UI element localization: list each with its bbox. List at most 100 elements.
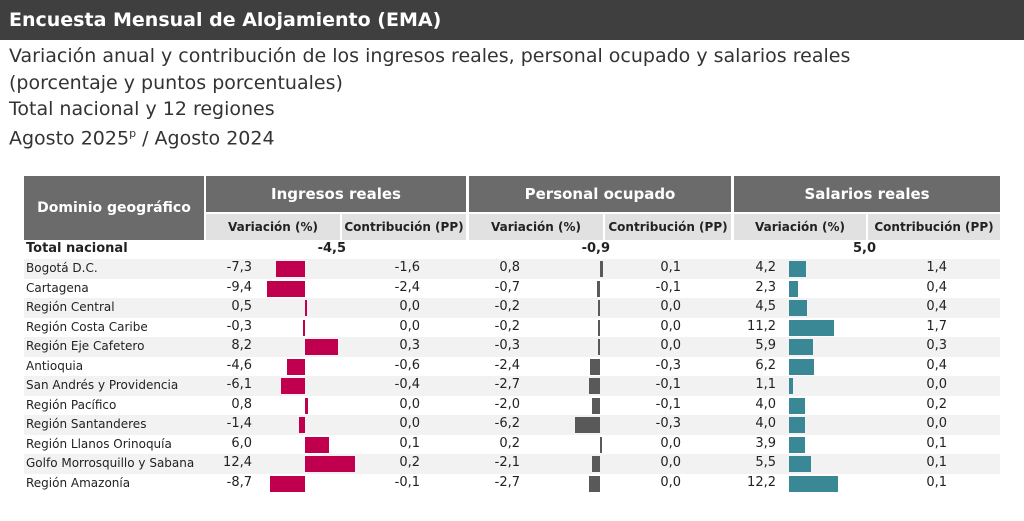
subtitle-period: Agosto 2025p / Agosto 2024: [9, 127, 275, 149]
salarios-variacion-value: 5,9: [755, 338, 776, 353]
personal-variacion-bar: [598, 339, 600, 355]
region-label: Región Pacífico: [26, 397, 117, 412]
personal-variacion-bar: [589, 475, 600, 492]
salarios-contribucion-value: 0,1: [926, 455, 947, 470]
ingresos-variacion-value: -7,3: [226, 260, 252, 275]
ingresos-variacion-bar: [270, 475, 305, 492]
salarios-variacion-value: 5,5: [755, 455, 776, 470]
personal-contribucion-value: 0,0: [660, 474, 681, 490]
ingresos-variacion-bar: [305, 436, 329, 453]
ingresos-contribucion-value: 0,2: [399, 455, 420, 470]
header-salarios: Salarios reales: [734, 176, 1000, 212]
salarios-variacion-value: 1,1: [755, 377, 776, 392]
ingresos-contribucion-value: 0,0: [399, 396, 420, 412]
salarios-contribucion-value: 1,4: [926, 260, 947, 275]
salarios-variacion-value: 4,2: [755, 260, 776, 275]
salarios-variacion-value: 4,5: [755, 299, 776, 314]
ingresos-variacion-bar: [305, 456, 355, 472]
region-label: Golfo Morrosquillo y Sabana: [26, 456, 195, 470]
salarios-contribucion-value: 0,4: [926, 357, 947, 373]
region-label: Antioquia: [26, 358, 84, 373]
salarios-variacion-value: 6,2: [755, 357, 776, 373]
ingresos-variacion-bar: [286, 358, 305, 375]
total-label: Total nacional: [26, 241, 128, 256]
region-label: Región Eje Cafetero: [26, 339, 145, 353]
salarios-variacion-bar: [789, 397, 805, 414]
header-dominio: Dominio geográfico: [24, 176, 204, 240]
personal-contribucion-value: 0,0: [660, 455, 681, 470]
subheader-personal-variacion: Variación (%): [469, 214, 603, 240]
ingresos-variacion-value: 6,0: [231, 435, 252, 451]
subheader-ingresos-contribucion: Contribución (PP): [342, 214, 466, 240]
personal-variacion-value: -0,3: [494, 338, 520, 353]
personal-contribucion-value: 0,1: [660, 260, 681, 275]
ingresos-contribucion-value: 0,0: [399, 299, 420, 314]
salarios-variacion-bar: [789, 378, 794, 394]
salarios-contribucion-value: 0,4: [926, 299, 947, 314]
region-label: Región Central: [26, 300, 115, 314]
ingresos-contribucion-value: 0,0: [399, 416, 420, 431]
salarios-contribucion-value: 0,3: [926, 338, 947, 353]
ingresos-contribucion-value: -0,6: [394, 357, 420, 373]
total-salarios: 5,0: [852, 241, 876, 256]
personal-variacion-bar: [591, 456, 600, 472]
salarios-variacion-value: 11,2: [747, 318, 776, 334]
salarios-variacion-bar: [789, 417, 805, 433]
ingresos-contribucion-value: -0,1: [394, 474, 420, 490]
ingresos-variacion-value: -6,1: [226, 377, 252, 392]
ingresos-variacion-value: 12,4: [223, 455, 252, 470]
subheader-salarios-variacion: Variación (%): [734, 214, 866, 240]
salarios-variacion-bar: [789, 358, 814, 375]
subtitle-coverage: Total nacional y 12 regiones: [9, 98, 275, 120]
personal-contribucion-value: 0,0: [660, 435, 681, 451]
personal-contribucion-value: -0,3: [655, 416, 681, 431]
personal-variacion-bar: [575, 417, 600, 433]
personal-variacion-value: -0,7: [494, 279, 520, 295]
salarios-variacion-bar: [789, 319, 834, 336]
personal-variacion-value: -2,1: [494, 455, 520, 470]
header-ingresos: Ingresos reales: [206, 176, 466, 212]
subheader-personal-contribucion: Contribución (PP): [605, 214, 731, 240]
ingresos-variacion-bar: [305, 339, 338, 355]
ingresos-variacion-value: 0,5: [231, 299, 252, 314]
salarios-variacion-bar: [789, 456, 811, 472]
ingresos-variacion-value: -1,4: [226, 416, 252, 431]
personal-variacion-value: -6,2: [494, 416, 520, 431]
ingresos-contribucion-value: 0,0: [399, 318, 420, 334]
personal-variacion-value: 0,2: [499, 435, 520, 451]
row-stripe: [24, 259, 1000, 279]
personal-contribucion-value: 0,0: [660, 318, 681, 334]
subtitle-description: Variación anual y contribución de los in…: [9, 45, 851, 67]
ingresos-variacion-value: -4,6: [226, 357, 252, 373]
region-label: San Andrés y Providencia: [26, 378, 179, 392]
salarios-contribucion-value: 1,7: [926, 318, 947, 334]
provisional-mark: p: [129, 127, 137, 140]
ingresos-variacion-bar: [305, 397, 309, 414]
ingresos-variacion-value: 8,2: [231, 338, 252, 353]
salarios-variacion-value: 12,2: [747, 474, 776, 490]
ingresos-variacion-bar: [303, 319, 305, 336]
total-personal: -0,9: [581, 241, 610, 256]
personal-variacion-bar: [592, 397, 600, 414]
personal-contribucion-value: 0,0: [660, 338, 681, 353]
salarios-contribucion-value: 0,4: [926, 279, 947, 295]
salarios-variacion-value: 2,3: [755, 279, 776, 295]
subtitle-units: (porcentaje y puntos porcentuales): [9, 72, 343, 94]
report-title: Encuesta Mensual de Alojamiento (EMA): [0, 0, 1024, 40]
salarios-contribucion-value: 0,1: [926, 435, 947, 451]
period-current: Agosto 2025: [9, 127, 130, 150]
personal-variacion-value: -2,0: [494, 396, 520, 412]
subheader-ingresos-variacion: Variación (%): [206, 214, 340, 240]
personal-variacion-value: -0,2: [494, 318, 520, 334]
region-label: Región Costa Caribe: [26, 319, 148, 334]
period-compare: / Agosto 2024: [136, 127, 275, 150]
ingresos-variacion-value: -8,7: [226, 474, 252, 490]
row-stripe: [24, 454, 1000, 474]
personal-variacion-bar: [598, 319, 600, 336]
row-stripe: [24, 376, 1000, 396]
personal-variacion-bar: [597, 280, 600, 297]
ingresos-variacion-bar: [275, 261, 305, 277]
salarios-contribucion-value: 0,2: [926, 396, 947, 412]
personal-contribucion-value: -0,1: [655, 279, 681, 295]
personal-variacion-bar: [600, 436, 602, 453]
